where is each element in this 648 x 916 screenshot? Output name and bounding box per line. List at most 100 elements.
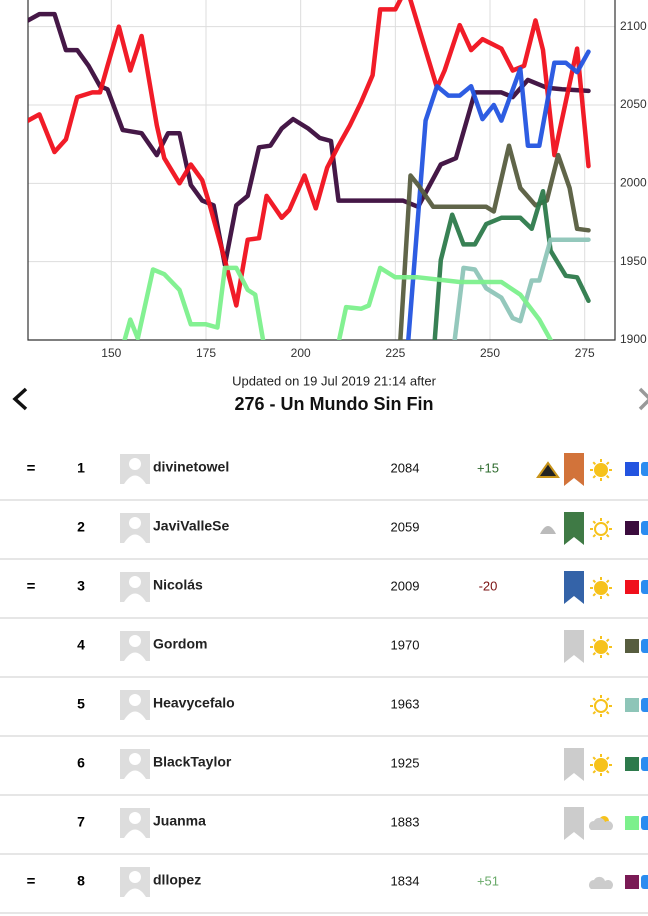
score: 1883 [391,814,420,829]
player-name: Heavycefalo [153,695,235,711]
avatar-body [124,652,146,661]
weather-ray [605,638,610,643]
rank: 5 [77,696,85,712]
checkbox[interactable] [641,580,648,594]
weather-ray [605,592,610,597]
weather-ray [605,710,610,715]
weather-ray [605,756,610,761]
avatar-body [124,770,146,779]
player-color [625,521,639,535]
player-name: Gordom [153,636,207,652]
avatar-body [124,888,146,897]
weather-ray [605,474,610,479]
weather-ray [592,461,597,466]
player-name: dllopez [153,872,201,888]
delta: +15 [477,460,499,475]
x-tick-label: 175 [196,346,216,360]
rank: 2 [77,519,85,535]
weather-cloud [588,817,613,830]
rank-change: = [27,578,36,595]
weather-ray [592,592,597,597]
player-color [625,639,639,653]
rank-change: = [27,873,36,890]
weather-ray [592,638,597,643]
player-color [625,757,639,771]
avatar-head [129,517,141,529]
series-line [122,265,553,340]
weather-ray [605,769,610,774]
checkbox[interactable] [641,698,648,712]
checkbox[interactable] [641,875,648,889]
ribbon [564,571,584,604]
next-arrow[interactable] [638,387,648,411]
prev-arrow[interactable] [12,387,28,411]
ribbon [564,512,584,545]
ribbon [564,630,584,663]
score: 2084 [391,460,420,475]
weather-sun [594,699,608,713]
x-tick-label: 275 [575,346,595,360]
score: 1925 [391,755,420,770]
avatar-head [129,753,141,765]
y-tick-label: 1950 [620,254,647,268]
x-tick-label: 200 [291,346,311,360]
weather-sun [594,581,608,595]
weather-ray [592,697,597,702]
ribbon [564,807,584,840]
checkbox[interactable] [641,639,648,653]
weather-ray [592,579,597,584]
y-tick-label: 2100 [620,19,647,33]
updated-text: Updated on 19 Jul 2019 21:14 after [232,373,436,388]
series-line [432,188,591,340]
weather-ray [592,520,597,525]
score: 2059 [391,519,420,534]
rank: 7 [77,814,85,830]
badge [536,461,560,478]
rank: 8 [77,873,85,889]
player-name: JaviValleSe [153,518,230,534]
checkbox[interactable] [641,521,648,535]
lines [28,0,591,340]
avatar-head [129,576,141,588]
avatar-body [124,475,146,484]
weather-sun [594,463,608,477]
badge [540,526,556,534]
score: 1834 [391,873,420,888]
player-color [625,875,639,889]
x-tick-label: 225 [385,346,405,360]
score: 1970 [391,637,420,652]
player-color [625,816,639,830]
weather-ray [592,651,597,656]
weather-ray [605,697,610,702]
delta: -20 [479,578,498,593]
weather-sun [594,522,608,536]
episode-title: 276 - Un Mundo Sin Fin [235,394,434,414]
checkbox[interactable] [641,816,648,830]
avatar-body [124,534,146,543]
y-tick-label: 1900 [620,332,647,346]
rank: 6 [77,755,85,771]
player-name: divinetowel [153,459,229,475]
weather-ray [605,533,610,538]
rank: 3 [77,578,85,594]
checkbox[interactable] [641,462,648,476]
weather-sun [594,758,608,772]
avatar-body [124,593,146,602]
ribbon [564,453,584,486]
weather-ray [605,651,610,656]
avatar-head [129,458,141,470]
ribbon [564,748,584,781]
rank: 4 [77,637,85,653]
plot-frame [27,0,616,341]
y-tick-label: 2050 [620,97,647,111]
player-name: BlackTaylor [153,754,232,770]
avatar-head [129,871,141,883]
player-name: Nicolás [153,577,203,593]
weather-cloud [589,876,613,889]
series-line [406,49,591,340]
series-line [452,237,591,340]
y-tick-label: 2000 [620,175,647,189]
player-color [625,462,639,476]
checkbox[interactable] [641,757,648,771]
